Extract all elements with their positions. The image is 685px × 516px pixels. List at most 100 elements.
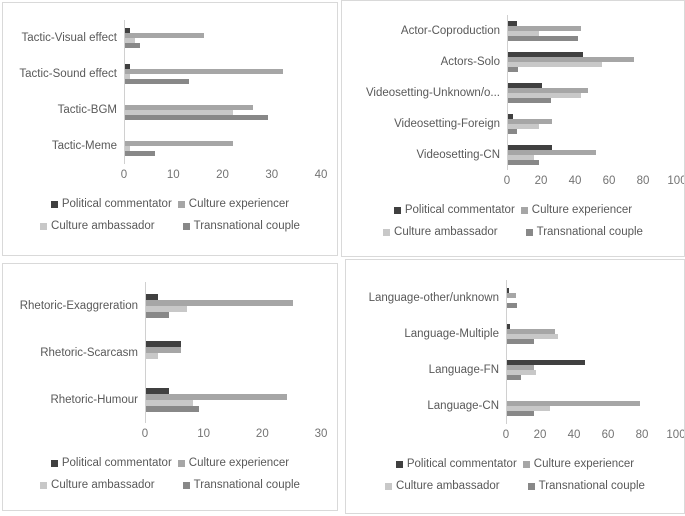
bar-political-commentator <box>125 28 130 33</box>
bar-political-commentator <box>507 288 509 293</box>
x-tick-label: 40 <box>314 169 328 181</box>
bar-culture-ambassador <box>508 92 582 98</box>
bar-political-commentator <box>507 360 586 365</box>
bar-transnational-couple <box>125 43 140 48</box>
legend-item-transnational-couple: Transnational couple <box>525 226 643 238</box>
bar-transnational-couple <box>146 405 199 412</box>
bar-culture-experiencer <box>507 293 516 298</box>
bar-political-commentator <box>508 51 583 57</box>
bar-culture-experiencer <box>125 141 234 146</box>
legend-label: Culture ambassador <box>51 220 155 232</box>
x-tick-label: 20 <box>533 429 547 441</box>
bar-culture-experiencer <box>507 401 640 406</box>
legend-row: Political commentator Culture experiencer <box>50 457 289 469</box>
category-label-videosetting-unknown-o-: Videosetting-Unknown/o... <box>365 86 500 99</box>
legend-item-political-commentator: Political commentator <box>393 204 515 216</box>
legend-item-culture-ambassador: Culture ambassador <box>383 226 498 238</box>
x-tick-label: 60 <box>602 175 616 187</box>
bar-group-language-fn <box>506 352 677 388</box>
x-tick-label: 100 <box>667 175 685 187</box>
legend-item-culture-experiencer: Culture experiencer <box>520 204 633 216</box>
bar-group-language-cn <box>506 388 677 424</box>
bar-culture-ambassador <box>508 61 602 67</box>
legend-swatch-icon <box>522 460 530 468</box>
legend-row: Culture ambassador Transnational couple <box>383 226 643 238</box>
bar-political-commentator <box>508 144 553 150</box>
bar-transnational-couple <box>508 35 578 41</box>
legend-label: Political commentator <box>61 457 172 469</box>
bar-culture-experiencer <box>507 365 535 370</box>
chart-panel-actor-videosetting: Actor-Coproduction Actors-Solo Videosettin… <box>341 0 685 257</box>
bar-culture-ambassador <box>146 399 193 406</box>
legend-swatch-icon <box>40 222 48 230</box>
legend-label: Political commentator <box>406 458 517 470</box>
bar-group-videosetting-cn <box>507 139 678 170</box>
x-tick-label: 10 <box>197 428 211 440</box>
bar-transnational-couple <box>125 79 190 84</box>
chart-panel-tactic: Tactic-Visual effect Tactic-Sound effect T… <box>2 2 338 256</box>
legend-swatch-icon <box>393 206 401 214</box>
bar-culture-ambassador <box>146 352 158 359</box>
legend-swatch-icon <box>520 206 528 214</box>
legend-swatch-icon <box>40 481 48 489</box>
legend-label: Culture experiencer <box>188 198 290 210</box>
legend-label: Culture experiencer <box>531 204 633 216</box>
x-tick-label: 30 <box>265 169 279 181</box>
legend-row: Political commentator Culture experiencer <box>395 458 634 470</box>
category-label-rhetoric-exaggreration: Rhetoric-Exaggreration <box>19 299 138 312</box>
plot-area: Actor-Coproduction Actors-Solo Videosettin… <box>342 1 684 170</box>
bar-culture-ambassador <box>508 154 534 160</box>
category-label-tactic-visual-effect: Tactic-Visual effect <box>21 32 117 44</box>
bar-political-commentator <box>508 113 514 119</box>
category-row: Videosetting-Foreign <box>342 108 684 139</box>
category-label-rhetoric-scarcasm: Rhetoric-Scarcasm <box>40 346 138 359</box>
bar-group-tactic-sound-effect <box>124 56 322 92</box>
category-row: Videosetting-CN <box>342 139 684 170</box>
legend-label: Culture ambassador <box>396 480 500 492</box>
category-row: Language-CN <box>346 388 684 424</box>
bar-transnational-couple <box>125 151 155 156</box>
legend-swatch-icon <box>50 200 58 208</box>
bar-political-commentator <box>125 64 130 69</box>
bar-transnational-couple <box>508 97 551 103</box>
category-row: Tactic-Meme <box>3 128 337 164</box>
legend-swatch-icon <box>525 228 533 236</box>
bar-culture-ambassador <box>146 305 188 312</box>
legend-item-culture-experiencer: Culture experiencer <box>177 457 289 469</box>
legend-row: Culture ambassador Transnational couple <box>40 479 300 491</box>
bar-group-rhetoric-exaggreration <box>145 282 322 329</box>
bar-culture-ambassador <box>507 406 550 411</box>
legend: Political commentator Culture experiencer… <box>3 457 337 491</box>
legend-item-culture-ambassador: Culture ambassador <box>40 220 155 232</box>
category-label-language-fn: Language-FN <box>428 364 499 376</box>
bar-group-videosetting-foreign <box>507 108 678 139</box>
legend-label: Transnational couple <box>193 220 300 232</box>
category-label-tactic-sound-effect: Tactic-Sound effect <box>19 68 117 80</box>
category-row: Rhetoric-Exaggreration <box>3 282 337 329</box>
bar-culture-experiencer <box>508 87 588 93</box>
bar-culture-experiencer <box>146 346 182 353</box>
category-label-tactic-meme: Tactic-Meme <box>51 140 117 152</box>
category-label-language-multiple: Language-Multiple <box>404 328 499 340</box>
legend-row: Culture ambassador Transnational couple <box>385 480 645 492</box>
bar-political-commentator <box>508 82 542 88</box>
category-row: Rhetoric-Humour <box>3 376 337 423</box>
legend-row: Culture ambassador Transnational couple <box>40 220 300 232</box>
bar-culture-ambassador <box>507 370 536 375</box>
bar-culture-experiencer <box>146 393 287 400</box>
category-row: Tactic-BGM <box>3 92 337 128</box>
bar-group-rhetoric-scarcasm <box>145 329 322 376</box>
bar-transnational-couple <box>507 375 521 380</box>
x-tick-label: 40 <box>568 175 582 187</box>
legend-swatch-icon <box>182 481 190 489</box>
x-tick-label: 0 <box>502 429 510 441</box>
legend: Political commentator Culture experiencer… <box>342 204 684 238</box>
legend-swatch-icon <box>177 459 185 467</box>
legend-swatch-icon <box>50 459 58 467</box>
legend-swatch-icon <box>182 222 190 230</box>
category-row: Language-FN <box>346 352 684 388</box>
category-row: Actor-Coproduction <box>342 15 684 46</box>
bar-group-actor-coproduction <box>507 15 678 46</box>
bar-culture-experiencer <box>125 105 254 110</box>
x-tick-label: 20 <box>216 169 229 181</box>
